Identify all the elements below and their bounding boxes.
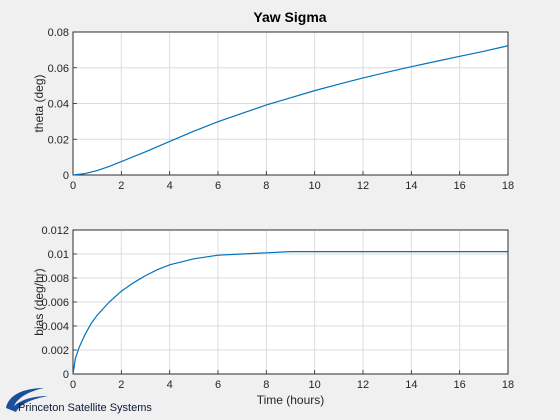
y-axis-label: bias (deg/hr) — [32, 268, 46, 335]
x-tick-label: 2 — [118, 379, 124, 391]
y-tick-label: 0.02 — [48, 134, 69, 146]
x-tick-label: 18 — [502, 180, 514, 192]
y-tick-label: 0.002 — [41, 345, 69, 357]
y-tick-label: 0 — [63, 170, 69, 182]
x-tick-label: 14 — [405, 379, 417, 391]
y-tick-label: 0 — [63, 369, 69, 381]
logo-text: Princeton Satellite Systems — [18, 402, 152, 414]
x-tick-label: 12 — [357, 379, 369, 391]
y-tick-label: 0.06 — [48, 63, 69, 75]
x-tick-label: 6 — [215, 379, 221, 391]
x-tick-label: 16 — [454, 379, 466, 391]
x-tick-label: 18 — [502, 379, 514, 391]
x-tick-label: 8 — [263, 379, 269, 391]
bias-plot: 0 2 4 6 8 10 12 14 16 18 0 0.002 0.004 0.006 0.008 0.01… — [32, 225, 514, 407]
y-tick-label: 0.04 — [48, 99, 69, 111]
y-tick-label: 0.012 — [41, 225, 69, 237]
y-tick-label: 0.008 — [41, 273, 69, 285]
series-line — [72, 45, 509, 176]
y-tick-label: 0.01 — [48, 249, 69, 261]
series-line — [72, 251, 508, 375]
x-tick-label: 2 — [118, 180, 124, 192]
x-tick-label: 0 — [70, 180, 76, 192]
x-tick-label: 4 — [167, 180, 173, 192]
theta-plot: 0 2 4 6 8 10 12 14 16 18 0 0.02 0.04 0.06 0.08 theta (d… — [32, 27, 514, 192]
x-tick-label: 8 — [263, 180, 269, 192]
x-tick-label: 4 — [167, 379, 173, 391]
y-axis-label: theta (deg) — [32, 74, 46, 132]
x-tick-label: 10 — [309, 379, 321, 391]
y-tick-label: 0.004 — [41, 321, 69, 333]
figure-title: Yaw Sigma — [253, 9, 326, 25]
x-tick-label: 16 — [454, 180, 466, 192]
y-tick-label: 0.08 — [48, 27, 69, 39]
x-tick-label: 14 — [405, 180, 417, 192]
x-tick-label: 10 — [309, 180, 321, 192]
x-tick-label: 6 — [215, 180, 221, 192]
y-tick-label: 0.006 — [41, 297, 69, 309]
x-tick-label: 0 — [70, 379, 76, 391]
princeton-satellite-systems-logo: Princeton Satellite Systems — [6, 388, 152, 414]
x-tick-label: 12 — [357, 180, 369, 192]
x-axis-label: Time (hours) — [257, 393, 325, 407]
logo-swoosh-icon — [6, 388, 48, 412]
